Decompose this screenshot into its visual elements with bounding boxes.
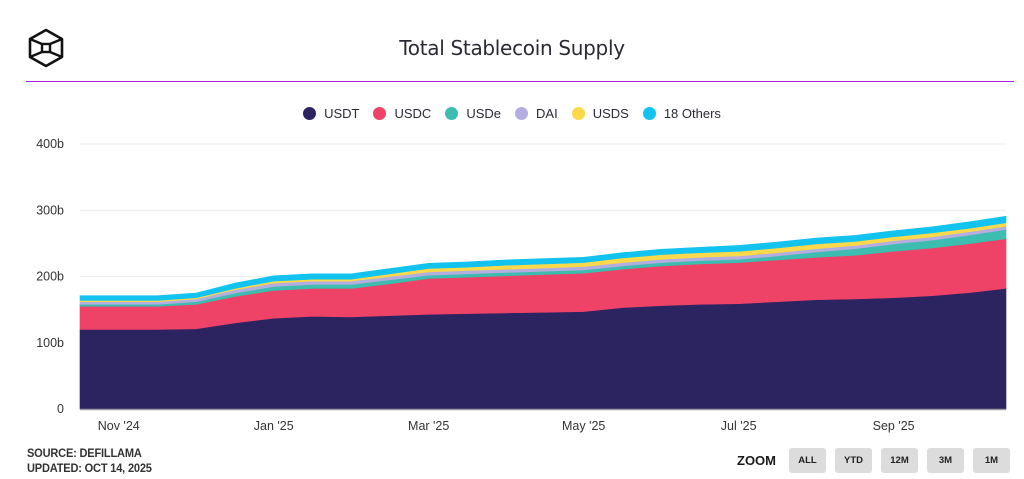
- legend-item-dai[interactable]: DAI: [515, 106, 558, 121]
- x-tick-label: May '25: [562, 419, 605, 433]
- chart-legend: USDT USDC USDe DAI USDS 18 Others: [0, 106, 1024, 121]
- hexagon-cube-logo-icon: [28, 28, 64, 68]
- x-tick-label: Jul '25: [721, 419, 757, 433]
- legend-label: USDS: [592, 106, 629, 121]
- stacked-area-chart: 0 100b 200b 300b 400b Nov '24 Jan '25 Mar '25 Ma…: [36, 137, 1007, 433]
- x-tick-label: Sep '25: [873, 419, 915, 433]
- legend-item-usde[interactable]: USDe: [445, 106, 501, 121]
- x-tick-label: Jan '25: [254, 419, 294, 433]
- y-tick-label: 200b: [36, 270, 64, 284]
- zoom-controls: ZOOM ALL YTD 12M 3M 1M: [737, 448, 1010, 473]
- y-tick-label: 0: [57, 402, 64, 416]
- x-tick-label: Nov '24: [98, 419, 140, 433]
- y-tick-label: 100b: [36, 336, 64, 350]
- chart-title: Total Stablecoin Supply: [399, 36, 625, 60]
- legend-dot-icon: [303, 107, 317, 120]
- legend-label: DAI: [536, 106, 558, 121]
- zoom-1m-button[interactable]: 1M: [973, 448, 1010, 473]
- legend-dot-icon: [571, 107, 585, 120]
- zoom-3m-button[interactable]: 3M: [927, 448, 964, 473]
- legend-dot-icon: [642, 107, 656, 120]
- source-text: SOURCE: DEFILLAMA: [27, 446, 142, 460]
- zoom-12m-button[interactable]: 12M: [881, 448, 918, 473]
- zoom-ytd-button[interactable]: YTD: [835, 448, 872, 473]
- legend-label: USDe: [466, 106, 502, 121]
- legend-dot-icon: [445, 107, 459, 120]
- y-tick-label: 300b: [36, 203, 64, 217]
- updated-text: UPDATED: OCT 14, 2025: [27, 461, 152, 475]
- legend-label: USDC: [394, 106, 432, 121]
- zoom-all-button[interactable]: ALL: [789, 448, 826, 473]
- x-tick-label: Mar '25: [408, 419, 449, 433]
- legend-dot-icon: [373, 107, 387, 120]
- legend-label: USDT: [324, 106, 360, 121]
- source-info: SOURCE: DEFILLAMA UPDATED: OCT 14, 2025: [27, 446, 152, 476]
- title-divider: [26, 81, 1014, 82]
- legend-item-usdc[interactable]: USDC: [373, 106, 431, 121]
- legend-item-18-others[interactable]: 18 Others: [642, 106, 721, 121]
- legend-item-usds[interactable]: USDS: [571, 106, 629, 121]
- y-tick-label: 400b: [36, 137, 64, 151]
- legend-item-usdt[interactable]: USDT: [303, 106, 359, 121]
- zoom-label: ZOOM: [737, 453, 776, 468]
- area-series-18-others: [79, 215, 1007, 301]
- legend-dot-icon: [515, 107, 529, 120]
- legend-label: 18 Others: [663, 106, 721, 121]
